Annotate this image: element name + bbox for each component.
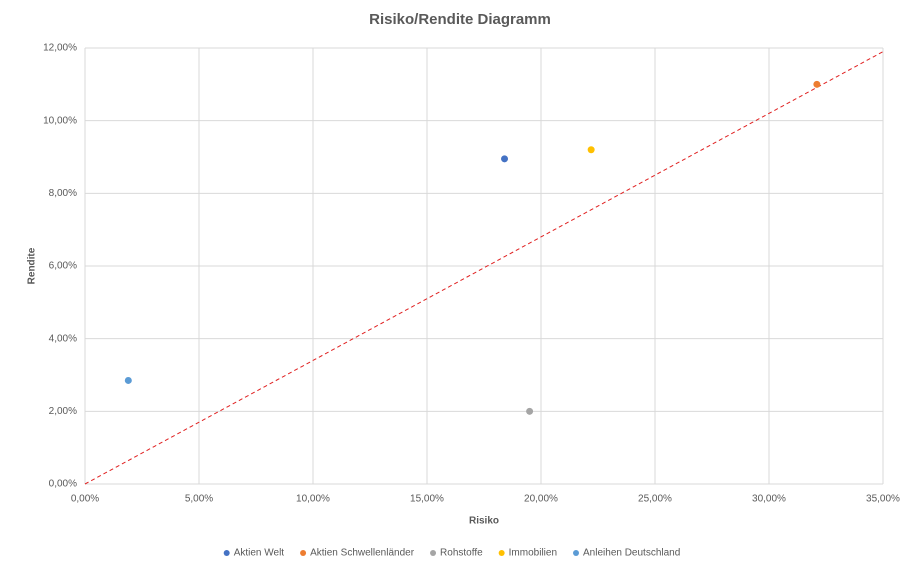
point xyxy=(813,80,821,88)
legend-label: Immobilien xyxy=(509,548,557,559)
legend-marker xyxy=(430,550,437,556)
point xyxy=(587,146,595,154)
x-axis-label: Risiko xyxy=(469,516,499,527)
legend-marker xyxy=(573,550,580,556)
x-tick-label: 10,00% xyxy=(296,494,330,505)
legend-label: Aktien Welt xyxy=(234,548,285,559)
y-tick-label: 0,00% xyxy=(49,479,77,490)
y-tick-label: 10,00% xyxy=(43,115,77,126)
x-tick-label: 15,00% xyxy=(410,494,444,505)
y-tick-label: 8,00% xyxy=(49,188,77,199)
y-tick-label: 12,00% xyxy=(43,43,77,54)
x-tick-label: 5,00% xyxy=(185,494,213,505)
legend-label: Anleihen Deutschland xyxy=(583,548,680,559)
point xyxy=(501,155,509,163)
x-tick-label: 25,00% xyxy=(638,494,672,505)
x-tick-label: 0,00% xyxy=(71,494,99,505)
legend-marker xyxy=(300,550,307,556)
chart-title: Risiko/Rendite Diagramm xyxy=(369,11,551,28)
legend-marker xyxy=(498,550,505,556)
y-tick-label: 2,00% xyxy=(49,406,77,417)
reference-line xyxy=(84,51,884,485)
y-axis-label: Rendite xyxy=(27,247,38,284)
point xyxy=(526,407,534,415)
x-tick-label: 30,00% xyxy=(752,494,786,505)
y-tick-label: 6,00% xyxy=(49,261,77,272)
legend-label: Aktien Schwellenländer xyxy=(310,548,415,559)
x-tick-label: 35,00% xyxy=(866,494,900,505)
x-tick-label: 20,00% xyxy=(524,494,558,505)
legend-label: Rohstoffe xyxy=(440,548,483,559)
point xyxy=(124,376,132,384)
y-tick-label: 4,00% xyxy=(49,333,77,344)
legend-marker xyxy=(223,550,230,556)
